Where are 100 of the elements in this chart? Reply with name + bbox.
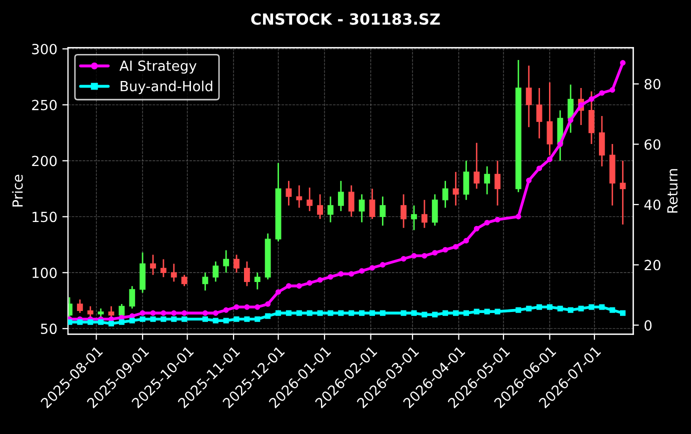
point bbox=[108, 320, 114, 326]
point bbox=[369, 310, 376, 316]
candlestick bbox=[170, 262, 177, 282]
point bbox=[234, 316, 240, 322]
point bbox=[422, 253, 428, 259]
point bbox=[442, 246, 448, 253]
y-tick-label: 100 bbox=[32, 268, 57, 278]
point bbox=[452, 310, 459, 316]
candlestick bbox=[380, 196, 386, 226]
candlestick bbox=[223, 250, 230, 274]
candlestick bbox=[620, 160, 626, 226]
point bbox=[610, 87, 616, 93]
y-tick-label: 250 bbox=[32, 100, 57, 110]
point bbox=[620, 60, 626, 66]
candlestick bbox=[328, 196, 334, 223]
y-tick-label: 200 bbox=[32, 156, 57, 166]
point bbox=[557, 306, 563, 312]
point bbox=[150, 316, 156, 322]
point bbox=[474, 226, 480, 232]
point bbox=[234, 304, 240, 310]
candlestick bbox=[474, 142, 480, 190]
point bbox=[546, 304, 552, 310]
point bbox=[348, 271, 354, 277]
legend-label: Buy-and-Hold bbox=[120, 80, 212, 94]
point bbox=[578, 306, 584, 312]
point bbox=[223, 318, 229, 324]
candlestick bbox=[452, 171, 459, 206]
candlestick bbox=[442, 180, 448, 208]
point bbox=[516, 307, 522, 313]
point bbox=[140, 316, 146, 322]
point bbox=[432, 312, 438, 318]
point bbox=[599, 304, 605, 310]
point bbox=[568, 117, 574, 123]
point bbox=[276, 310, 282, 316]
candlestick bbox=[181, 274, 188, 287]
point bbox=[306, 280, 312, 286]
point bbox=[463, 310, 469, 316]
point bbox=[254, 304, 260, 310]
y-tick-label: 150 bbox=[32, 212, 57, 222]
point bbox=[494, 216, 500, 222]
candlestick bbox=[546, 82, 553, 156]
point bbox=[160, 310, 166, 316]
point bbox=[244, 304, 250, 310]
y-axis-title: Price bbox=[12, 174, 23, 207]
point bbox=[223, 307, 229, 313]
candlestick bbox=[526, 64, 532, 128]
point bbox=[484, 220, 490, 226]
candlestick bbox=[118, 303, 125, 318]
chart-title: CNSTOCK - 301183.SZ bbox=[251, 13, 440, 25]
point bbox=[306, 310, 312, 316]
candlestick bbox=[369, 188, 376, 220]
point bbox=[317, 310, 323, 316]
legend-label: AI Strategy bbox=[119, 60, 196, 74]
point bbox=[348, 310, 354, 316]
point bbox=[546, 156, 552, 162]
point bbox=[557, 141, 563, 148]
point bbox=[265, 301, 271, 307]
point bbox=[536, 304, 542, 310]
point bbox=[369, 265, 376, 271]
point bbox=[77, 319, 83, 325]
y-tick-label: 50 bbox=[40, 324, 57, 334]
candlestick bbox=[150, 254, 156, 276]
point bbox=[338, 271, 344, 277]
point bbox=[526, 306, 532, 312]
point bbox=[442, 310, 448, 316]
point bbox=[328, 274, 334, 280]
point bbox=[400, 256, 406, 262]
point bbox=[296, 310, 302, 316]
point bbox=[380, 310, 386, 316]
y2-tick-label: 40 bbox=[644, 199, 660, 210]
point bbox=[317, 277, 323, 283]
point bbox=[452, 244, 459, 250]
candlestick bbox=[588, 90, 594, 145]
point bbox=[202, 316, 208, 322]
y2-tick-label: 20 bbox=[644, 260, 660, 270]
point bbox=[265, 313, 271, 319]
point bbox=[212, 310, 218, 316]
candlestick bbox=[254, 272, 260, 290]
point bbox=[171, 316, 177, 322]
point bbox=[516, 214, 522, 220]
point bbox=[88, 319, 94, 325]
point bbox=[494, 308, 500, 314]
y2-tick-label: 0 bbox=[644, 320, 652, 331]
candlestick bbox=[212, 260, 219, 282]
candlestick bbox=[484, 166, 490, 196]
candlestick bbox=[568, 84, 574, 134]
point bbox=[432, 250, 438, 256]
point bbox=[212, 318, 218, 324]
candlestick bbox=[306, 186, 313, 212]
point bbox=[286, 283, 292, 289]
point bbox=[68, 319, 72, 325]
point bbox=[171, 310, 177, 316]
point bbox=[254, 316, 260, 322]
point bbox=[359, 310, 365, 316]
candlestick bbox=[160, 258, 166, 278]
candlestick bbox=[536, 87, 542, 140]
point bbox=[160, 316, 166, 322]
point bbox=[422, 312, 428, 318]
y2-tick-label: 80 bbox=[644, 78, 660, 90]
point bbox=[610, 307, 616, 313]
